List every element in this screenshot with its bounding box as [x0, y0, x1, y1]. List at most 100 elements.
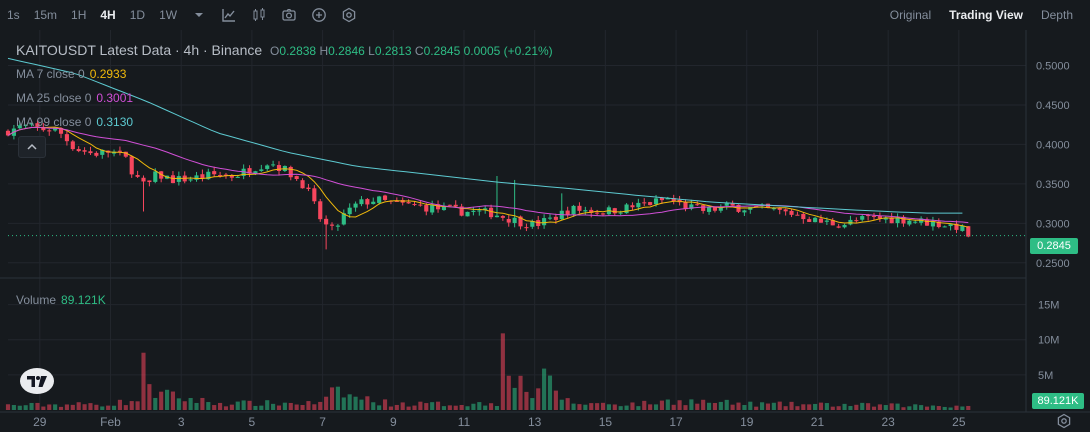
- candle-body: [229, 175, 234, 178]
- volume-bar: [583, 404, 588, 410]
- volume-bar: [165, 389, 170, 410]
- candle-body: [241, 168, 246, 176]
- ma99-line: [7, 57, 963, 214]
- candle-body: [618, 212, 623, 214]
- candle-body: [730, 203, 735, 206]
- chart-settings-button[interactable]: [1056, 413, 1072, 432]
- candle-body: [500, 216, 505, 218]
- volume-bar: [64, 404, 69, 410]
- volume-bar: [589, 403, 594, 410]
- camera-icon[interactable]: [274, 7, 304, 23]
- settings-icon[interactable]: [334, 7, 364, 23]
- volume-bar: [294, 404, 299, 410]
- candle-body: [636, 202, 641, 208]
- candle-body: [518, 216, 523, 227]
- volume-bar: [259, 405, 264, 410]
- time-tick-label: 23: [881, 415, 895, 429]
- volume-bar: [276, 405, 282, 410]
- ohlc-values: O0.2838 H0.2846 L0.2813 C0.2845 0.0005 (…: [270, 44, 553, 58]
- candle-body: [371, 201, 376, 205]
- volume-legend: Volume 89.121K: [16, 293, 106, 307]
- indicators-icon[interactable]: [214, 7, 244, 23]
- volume-bar: [200, 397, 205, 410]
- volume-bar: [23, 405, 28, 410]
- timeframe-4h[interactable]: 4H: [100, 8, 116, 22]
- volume-bar: [771, 402, 776, 410]
- volume-bar: [235, 401, 240, 410]
- timeframe-15m[interactable]: 15m: [33, 8, 58, 22]
- volume-bar: [913, 404, 918, 410]
- volume-bar: [712, 402, 718, 410]
- candle-body: [583, 210, 588, 212]
- volume-value: 89.121K: [61, 293, 106, 307]
- volume-bar: [441, 406, 447, 410]
- time-tick-label: 7: [319, 415, 326, 429]
- volume-bar: [612, 404, 617, 410]
- candle-body: [347, 207, 352, 215]
- time-tick-label: 19: [740, 415, 754, 429]
- candle-body: [665, 198, 670, 200]
- collapse-legend-button[interactable]: [18, 136, 46, 158]
- candle-body: [512, 217, 517, 224]
- candle-body: [382, 195, 388, 200]
- volume-bar: [924, 406, 930, 410]
- view-original[interactable]: Original: [889, 8, 932, 22]
- volume-bar: [212, 405, 217, 410]
- volume-bar: [854, 404, 859, 410]
- candle-body: [418, 204, 423, 206]
- chart-type-icon[interactable]: [244, 7, 274, 23]
- volume-bar: [312, 404, 317, 410]
- candle-body: [23, 124, 28, 126]
- open-value: 0.2838: [279, 44, 317, 58]
- volume-bar: [141, 352, 146, 410]
- volume-bar: [418, 401, 423, 410]
- candle-body: [188, 179, 193, 181]
- chart-grid: [8, 30, 1026, 410]
- candle-body: [871, 215, 877, 217]
- volume-bar: [695, 403, 700, 410]
- more-timeframes-icon[interactable]: [184, 11, 214, 19]
- volume-bar: [35, 402, 40, 410]
- candle-body: [276, 165, 282, 171]
- timeframe-1s[interactable]: 1s: [7, 8, 20, 22]
- candle-body: [824, 220, 829, 222]
- ma99-label: MA 99 close 0: [16, 115, 92, 129]
- candle-body: [17, 125, 22, 129]
- candle-body: [435, 204, 441, 210]
- timeframe-1d[interactable]: 1D: [129, 8, 146, 22]
- candle-body: [88, 151, 93, 154]
- volume-bar: [736, 402, 741, 410]
- view-trading-view[interactable]: Trading View: [949, 8, 1023, 22]
- timeframe-1h[interactable]: 1H: [71, 8, 87, 22]
- volume-bar: [642, 400, 647, 410]
- volume-bar: [659, 400, 664, 410]
- change-value: 0.0005 (+0.21%): [463, 44, 553, 58]
- volume-bar: [11, 405, 16, 410]
- volume-bar: [218, 402, 223, 410]
- volume-bar: [182, 401, 187, 410]
- volume-bar: [176, 398, 181, 410]
- volume-bar: [624, 405, 629, 410]
- volume-bar: [842, 403, 847, 410]
- candle-body: [430, 205, 435, 213]
- volume-bar: [701, 399, 706, 410]
- timeframe-1w[interactable]: 1W: [159, 8, 178, 22]
- tradingview-logo[interactable]: [20, 368, 54, 394]
- candle-body: [412, 204, 417, 206]
- volume-bar: [306, 401, 311, 410]
- candle-body: [29, 123, 34, 125]
- view-depth[interactable]: Depth: [1040, 8, 1073, 22]
- volume-bar: [241, 400, 246, 410]
- candle-body: [913, 221, 918, 223]
- candle-body: [642, 202, 647, 204]
- volume-bar: [47, 404, 52, 410]
- candle-body: [553, 216, 558, 220]
- volume-bar: [960, 406, 965, 410]
- candle-body: [506, 219, 511, 223]
- ma25-legend: MA 25 close 0 0.3001: [16, 91, 133, 105]
- volume-bar: [866, 403, 871, 410]
- volume-bar: [565, 398, 570, 410]
- add-icon[interactable]: [304, 7, 334, 23]
- volume-bar: [170, 391, 176, 410]
